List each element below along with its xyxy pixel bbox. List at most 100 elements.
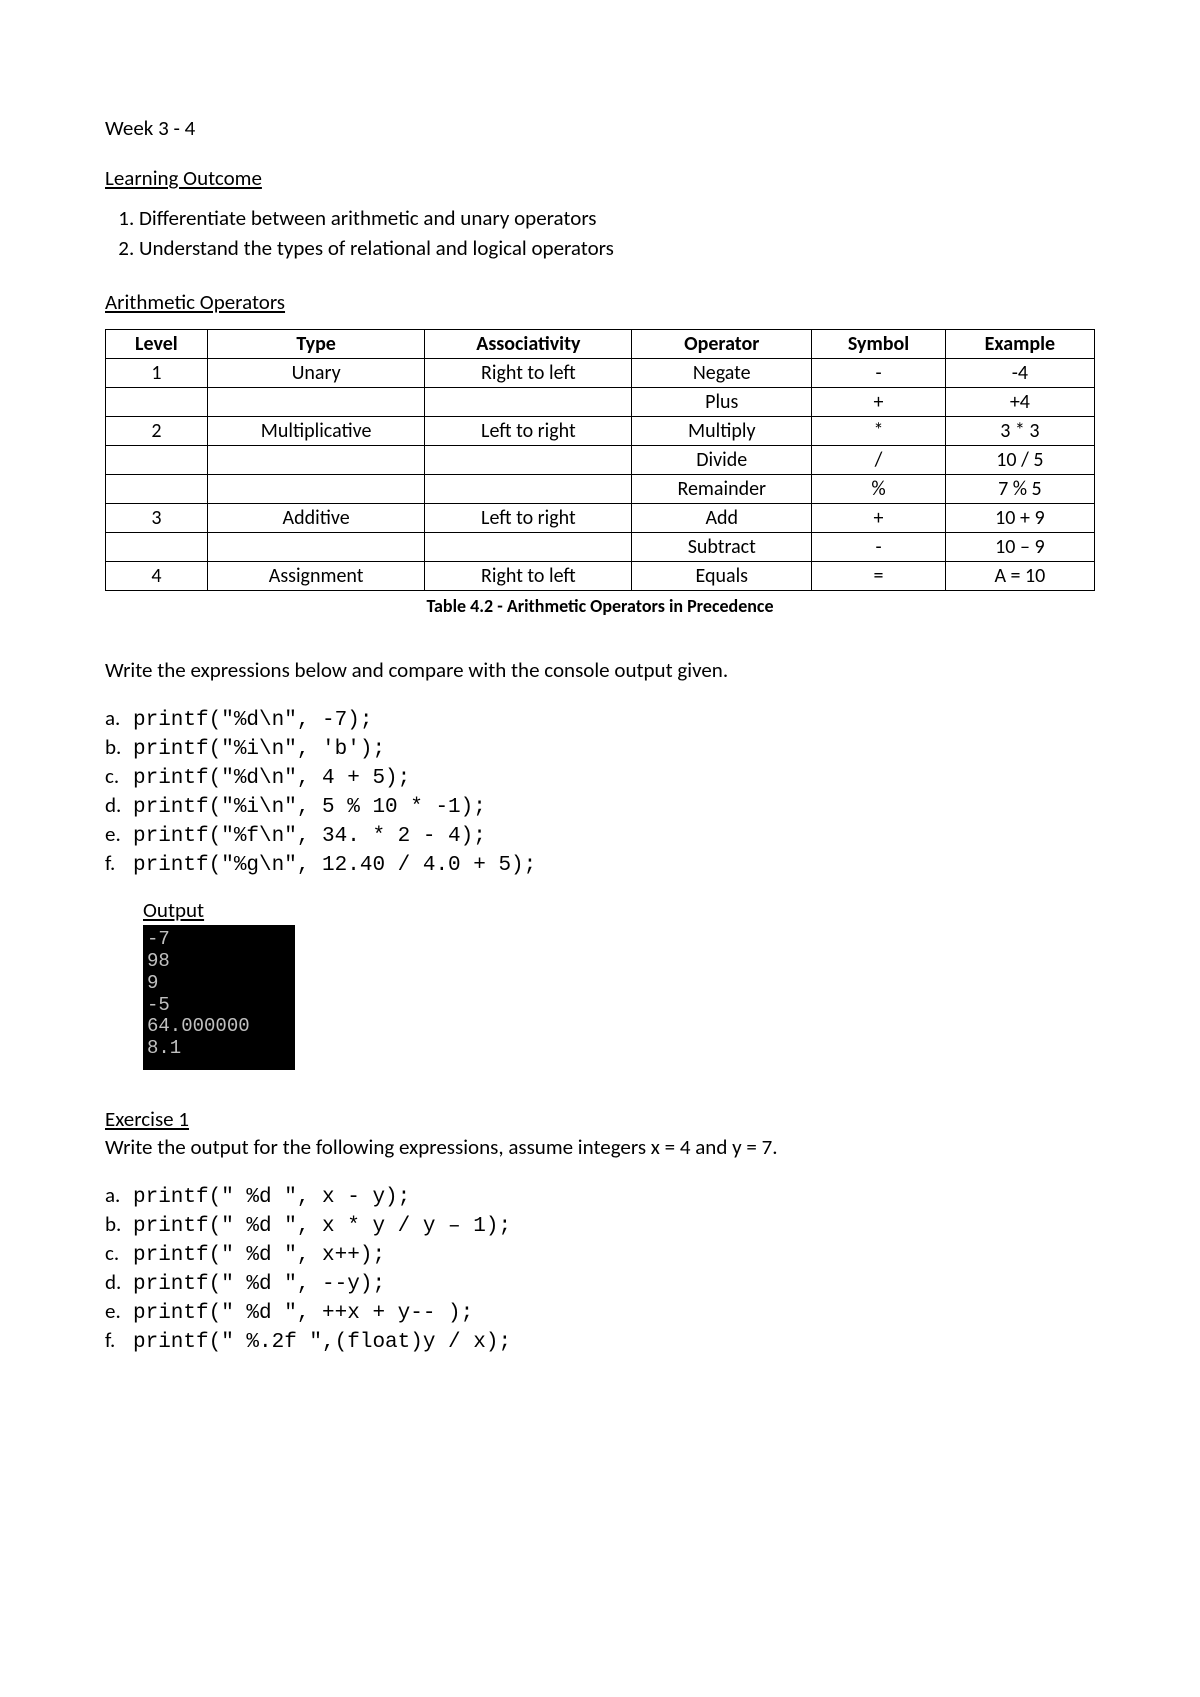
col-example: Example xyxy=(945,330,1094,359)
code-text: printf("%f\n", 34. * 2 - 4); xyxy=(133,825,486,848)
exercise-1-heading: Exercise 1 xyxy=(105,1106,1095,1132)
code-line: d.printf(" %d ", --y); xyxy=(105,1269,1095,1296)
code-line: f.printf("%g\n", 12.40 / 4.0 + 5); xyxy=(105,850,1095,877)
code-label: b. xyxy=(105,734,133,760)
table-cell xyxy=(106,533,208,562)
table-cell: 4 xyxy=(106,562,208,591)
table-row: 1UnaryRight to leftNegate--4 xyxy=(106,359,1095,388)
code-label: d. xyxy=(105,792,133,818)
code-text: printf(" %.2f ",(float)y / x); xyxy=(133,1331,511,1354)
table-cell xyxy=(425,533,632,562)
exercise-1-intro: Write the output for the following expre… xyxy=(105,1134,1095,1160)
learning-outcome-heading: Learning Outcome xyxy=(105,165,1095,191)
table-cell: + xyxy=(812,388,946,417)
table-cell: Multiplicative xyxy=(207,417,425,446)
table-cell: Divide xyxy=(632,446,812,475)
code-text: printf("%i\n", 'b'); xyxy=(133,738,385,761)
table-cell: 10 – 9 xyxy=(945,533,1094,562)
table-cell: 7 % 5 xyxy=(945,475,1094,504)
table-cell: Negate xyxy=(632,359,812,388)
table-cell: Equals xyxy=(632,562,812,591)
table-cell: Unary xyxy=(207,359,425,388)
table-row: 4AssignmentRight to leftEquals=A = 10 xyxy=(106,562,1095,591)
code-text: printf("%d\n", -7); xyxy=(133,709,372,732)
list-item: Differentiate between arithmetic and una… xyxy=(139,205,1095,231)
expressions-intro: Write the expressions below and compare … xyxy=(105,657,1095,683)
table-cell xyxy=(106,446,208,475)
code-line: c.printf("%d\n", 4 + 5); xyxy=(105,763,1095,790)
table-row: Plus++4 xyxy=(106,388,1095,417)
table-cell: * xyxy=(812,417,946,446)
table-cell: +4 xyxy=(945,388,1094,417)
table-cell: -4 xyxy=(945,359,1094,388)
table-cell: Remainder xyxy=(632,475,812,504)
console-output: -7 98 9 -5 64.000000 8.1 xyxy=(143,925,295,1070)
output-label: Output xyxy=(143,897,1095,923)
table-cell: 10 / 5 xyxy=(945,446,1094,475)
table-cell: Assignment xyxy=(207,562,425,591)
code-line: b.printf(" %d ", x * y / y – 1); xyxy=(105,1211,1095,1238)
operators-table: Level Type Associativity Operator Symbol… xyxy=(105,329,1095,591)
code-label: b. xyxy=(105,1211,133,1237)
table-row: 3AdditiveLeft to rightAdd+10 + 9 xyxy=(106,504,1095,533)
code-line: a.printf("%d\n", -7); xyxy=(105,705,1095,732)
table-cell: 3 * 3 xyxy=(945,417,1094,446)
table-cell: - xyxy=(812,359,946,388)
code-line: c.printf(" %d ", x++); xyxy=(105,1240,1095,1267)
code-text: printf(" %d ", ++x + y-- ); xyxy=(133,1302,473,1325)
table-cell xyxy=(207,446,425,475)
table-cell xyxy=(106,475,208,504)
code-label: a. xyxy=(105,1182,133,1208)
exercise-1-list: a.printf(" %d ", x - y);b.printf(" %d ",… xyxy=(105,1182,1095,1354)
table-cell: 3 xyxy=(106,504,208,533)
col-type: Type xyxy=(207,330,425,359)
table-cell xyxy=(207,388,425,417)
code-text: printf(" %d ", --y); xyxy=(133,1273,385,1296)
code-line: d.printf("%i\n", 5 % 10 * -1); xyxy=(105,792,1095,819)
table-cell: Left to right xyxy=(425,504,632,533)
table-cell: + xyxy=(812,504,946,533)
table-cell: 1 xyxy=(106,359,208,388)
code-line: f.printf(" %.2f ",(float)y / x); xyxy=(105,1327,1095,1354)
table-row: Subtract-10 – 9 xyxy=(106,533,1095,562)
table-cell xyxy=(207,533,425,562)
table-cell: - xyxy=(812,533,946,562)
code-text: printf(" %d ", x - y); xyxy=(133,1186,410,1209)
col-operator: Operator xyxy=(632,330,812,359)
learning-outcome-list: Differentiate between arithmetic and una… xyxy=(105,205,1095,261)
code-line: a.printf(" %d ", x - y); xyxy=(105,1182,1095,1209)
list-item: Understand the types of relational and l… xyxy=(139,235,1095,261)
page-title: Week 3 - 4 xyxy=(105,115,1095,141)
table-row: Divide/10 / 5 xyxy=(106,446,1095,475)
code-label: c. xyxy=(105,1240,133,1266)
table-cell xyxy=(207,475,425,504)
table-cell: Add xyxy=(632,504,812,533)
code-text: printf(" %d ", x++); xyxy=(133,1244,385,1267)
table-cell: Subtract xyxy=(632,533,812,562)
table-cell xyxy=(106,388,208,417)
code-line: e.printf(" %d ", ++x + y-- ); xyxy=(105,1298,1095,1325)
table-cell: = xyxy=(812,562,946,591)
code-text: printf("%d\n", 4 + 5); xyxy=(133,767,410,790)
table-header-row: Level Type Associativity Operator Symbol… xyxy=(106,330,1095,359)
col-level: Level xyxy=(106,330,208,359)
code-line: b.printf("%i\n", 'b'); xyxy=(105,734,1095,761)
table-caption: Table 4.2 - Arithmetic Operators in Prec… xyxy=(105,595,1095,617)
code-text: printf(" %d ", x * y / y – 1); xyxy=(133,1215,511,1238)
table-cell: Plus xyxy=(632,388,812,417)
table-cell xyxy=(425,388,632,417)
table-cell xyxy=(425,446,632,475)
expressions-list: a.printf("%d\n", -7);b.printf("%i\n", 'b… xyxy=(105,705,1095,877)
col-symbol: Symbol xyxy=(812,330,946,359)
table-cell: / xyxy=(812,446,946,475)
code-label: c. xyxy=(105,763,133,789)
table-cell: Multiply xyxy=(632,417,812,446)
code-label: f. xyxy=(105,850,133,876)
code-label: e. xyxy=(105,821,133,847)
table-cell: 10 + 9 xyxy=(945,504,1094,533)
table-cell: Right to left xyxy=(425,562,632,591)
code-text: printf("%i\n", 5 % 10 * -1); xyxy=(133,796,486,819)
code-label: d. xyxy=(105,1269,133,1295)
table-row: 2MultiplicativeLeft to rightMultiply*3 *… xyxy=(106,417,1095,446)
code-line: e.printf("%f\n", 34. * 2 - 4); xyxy=(105,821,1095,848)
